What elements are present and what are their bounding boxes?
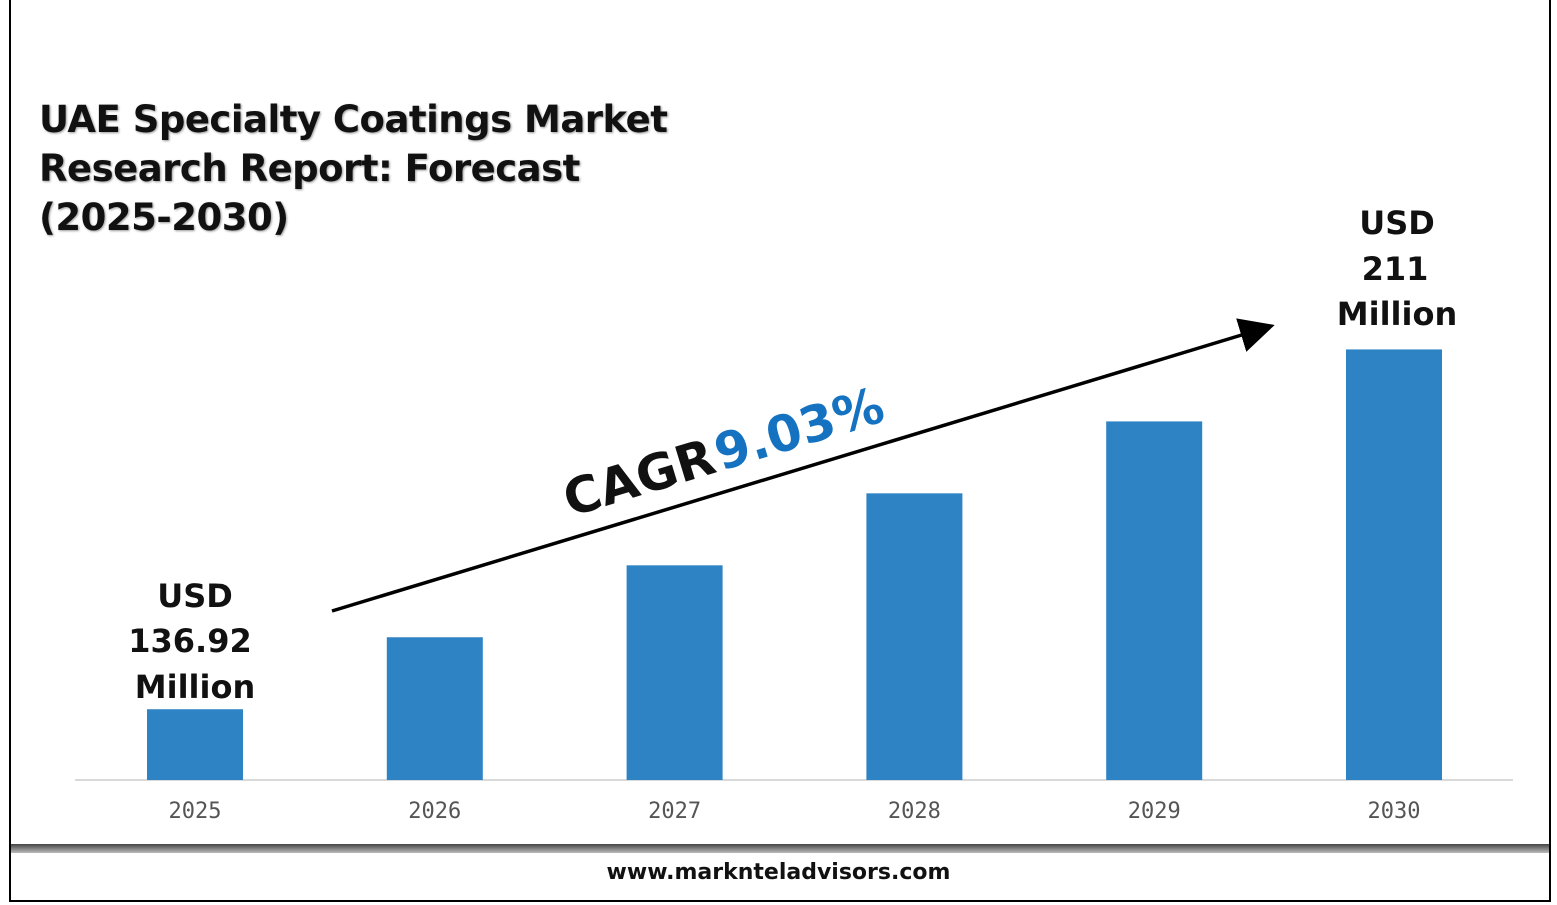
title-line-3: (2025-2030) [39,196,289,239]
end-label-value: 211 [1362,250,1429,288]
footer-separator [11,844,1549,853]
bar-2027 [626,565,723,780]
start-label-value: 136.92 [128,622,251,660]
cagr-value: 9.03% [708,376,891,482]
bar-2030 [1346,349,1442,780]
end-label-currency: USD [1359,204,1435,242]
cagr-arrow [331,318,1275,613]
x-tick-label: 2027 [648,799,701,824]
chart-title: UAE Specialty Coatings Market Research R… [39,95,668,242]
start-label-unit: Million [135,668,255,706]
x-tick-label: 2028 [888,799,941,824]
chart-frame [9,0,1551,902]
x-tick-label: 2026 [408,799,461,824]
start-label-currency: USD [157,577,233,615]
bar-2025 [147,709,243,780]
bar-2029 [1106,421,1203,780]
title-line-2: Research Report: Forecast [39,147,580,190]
bar-2026 [386,637,483,780]
footer-url[interactable]: www.marknteladvisors.com [606,860,951,885]
cagr-label: CAGR [557,428,722,529]
x-tick-label: 2030 [1368,799,1421,824]
bar-2028 [866,493,963,780]
end-label-unit: Million [1337,295,1457,333]
x-tick-label: 2029 [1128,799,1181,824]
x-tick-label: 2025 [169,799,222,824]
title-line-1: UAE Specialty Coatings Market [39,98,668,141]
